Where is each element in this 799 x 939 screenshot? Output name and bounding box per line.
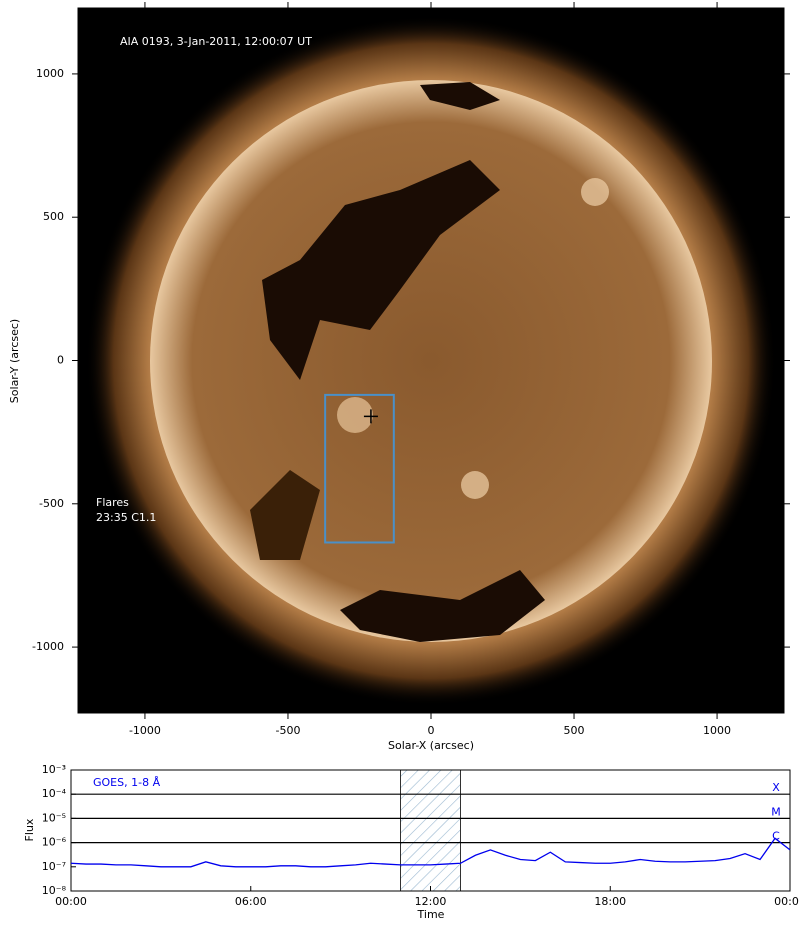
y-tick-label: 1000 <box>36 67 64 80</box>
x-tick-label: 0 <box>428 724 435 737</box>
y-tick-label: 10⁻⁶ <box>42 836 67 849</box>
marker-cross <box>363 409 378 424</box>
y-tick-label: 10⁻⁸ <box>42 884 67 897</box>
flare-level-label: C <box>772 830 780 843</box>
region-box <box>324 393 395 544</box>
x-tick-label: -1000 <box>129 724 161 737</box>
y-axis-label: Flux <box>23 818 36 841</box>
image-title: AIA 0193, 3-Jan-2011, 12:00:07 UT <box>120 35 312 48</box>
flare-level-label: M <box>771 805 781 818</box>
coronal-hole <box>420 82 500 110</box>
y-tick-label: 10⁻⁵ <box>42 811 66 824</box>
flux-line <box>70 837 791 868</box>
x-tick-label: -500 <box>275 724 300 737</box>
y-tick-label: -1000 <box>32 640 64 653</box>
y-tick-label: 10⁻⁷ <box>42 860 66 873</box>
x-tick-label: 12:00 <box>415 895 447 908</box>
coronal-hole <box>262 160 500 380</box>
x-tick-label: 500 <box>564 724 585 737</box>
x-axis-label: Solar-X (arcsec) <box>388 739 474 752</box>
coronal-hole <box>250 470 320 560</box>
x-tick-label: 1000 <box>703 724 731 737</box>
sun-image <box>86 16 776 706</box>
active-region <box>581 178 609 206</box>
x-tick-label: 00:00 <box>774 895 799 908</box>
x-tick-label: 06:00 <box>235 895 267 908</box>
y-tick-label: 10⁻⁴ <box>42 787 67 800</box>
active-region <box>337 397 373 433</box>
coronal-hole <box>340 570 545 642</box>
y-tick-label: 500 <box>43 210 64 223</box>
annotation: 23:35 C1.1 <box>96 511 156 524</box>
y-tick-label: -500 <box>39 497 64 510</box>
flare-level-label: X <box>772 781 780 794</box>
solar-disk <box>150 80 712 642</box>
annotation: Flares <box>96 496 129 509</box>
x-axis-label: Time <box>417 908 445 921</box>
x-tick-label: 18:00 <box>594 895 626 908</box>
legend-entry: GOES, 1-8 Å <box>93 776 161 789</box>
x-tick-label: 00:00 <box>55 895 87 908</box>
y-tick-label: 0 <box>57 354 64 367</box>
time-window <box>400 769 461 892</box>
y-axis-label: Solar-Y (arcsec) <box>8 319 21 403</box>
y-tick-label: 10⁻³ <box>42 763 66 776</box>
active-region <box>461 471 489 499</box>
